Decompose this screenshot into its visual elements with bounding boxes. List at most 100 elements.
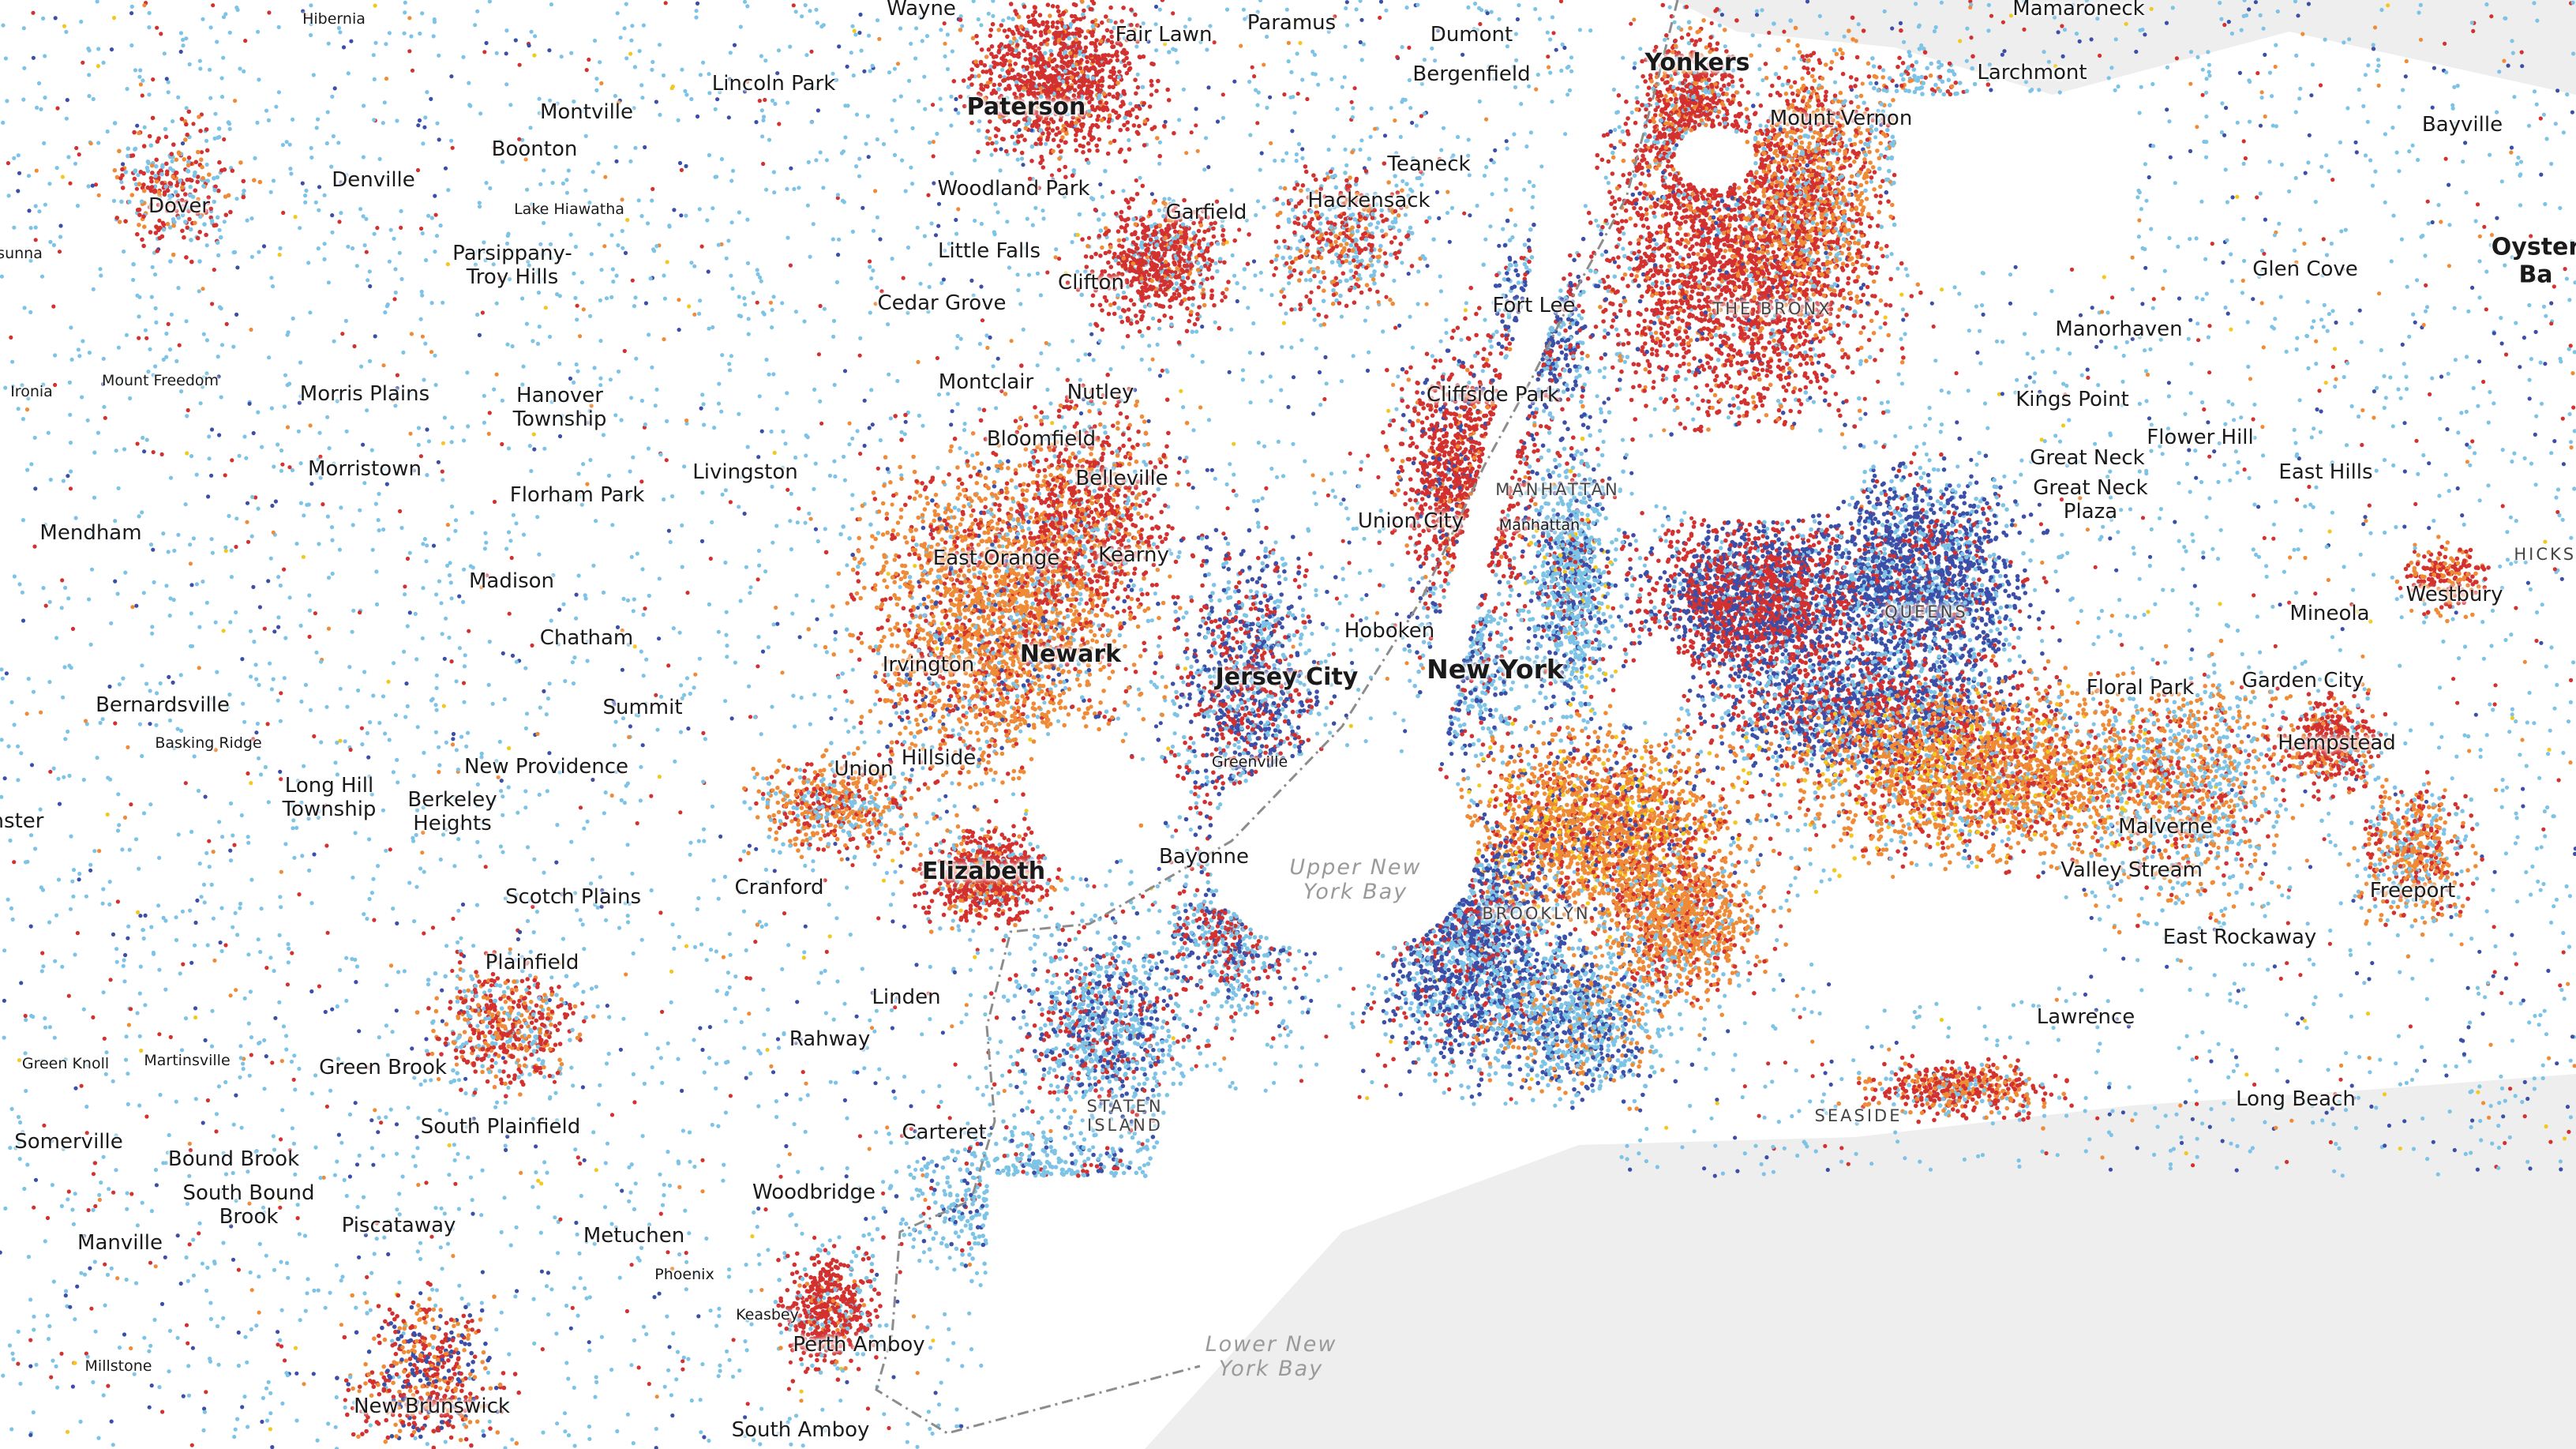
population-dot	[70, 879, 75, 884]
population-dot	[1338, 967, 1343, 971]
population-dot	[1723, 695, 1727, 700]
population-dot	[431, 34, 436, 39]
population-dot	[1369, 626, 1374, 631]
population-dot	[2527, 690, 2532, 695]
population-dot	[1879, 1044, 1884, 1049]
population-dot	[589, 404, 594, 408]
population-dot	[2188, 81, 2193, 86]
population-dot	[1735, 1169, 1740, 1173]
population-dot	[2150, 306, 2155, 310]
population-dot	[1232, 441, 1236, 446]
population-dot	[309, 1091, 314, 1096]
population-dot	[1919, 43, 1924, 48]
population-dot	[564, 178, 569, 182]
population-dot	[892, 152, 898, 157]
population-dot	[2449, 933, 2454, 937]
population-dot	[2239, 415, 2244, 420]
population-dot	[2383, 200, 2387, 205]
population-dot	[234, 544, 238, 550]
population-dot	[407, 16, 412, 21]
population-dot	[114, 947, 119, 952]
population-dot	[158, 1092, 163, 1098]
population-dot	[231, 1257, 236, 1262]
population-dot	[951, 728, 955, 733]
population-dot	[654, 693, 658, 697]
population-dot	[507, 745, 512, 751]
population-dot	[2454, 754, 2459, 759]
population-dot	[123, 570, 128, 575]
population-dot	[2112, 893, 2117, 898]
population-dot	[895, 62, 901, 66]
population-dot	[1029, 999, 1033, 1004]
population-dot	[6, 161, 10, 166]
population-dot	[1490, 192, 1494, 197]
population-dot	[692, 944, 698, 949]
population-dot	[16, 1114, 21, 1120]
population-dot	[255, 1189, 260, 1194]
population-dot	[316, 457, 321, 462]
population-dot	[1809, 962, 1814, 967]
population-dot	[2357, 87, 2361, 92]
population-dot	[1324, 625, 1329, 630]
population-dot	[126, 1072, 130, 1076]
population-dot	[531, 206, 535, 211]
population-dot	[101, 1393, 106, 1398]
population-dot	[588, 313, 593, 318]
population-dot	[184, 319, 189, 324]
population-dot	[96, 47, 101, 51]
population-dot	[68, 1304, 73, 1309]
population-dot	[290, 951, 294, 955]
population-dot	[846, 857, 850, 862]
population-dot	[2108, 469, 2113, 474]
population-dot	[2567, 894, 2572, 899]
population-dot	[338, 967, 343, 973]
population-dot	[24, 1088, 28, 1094]
population-dot	[368, 1423, 373, 1428]
population-dot	[1559, 1059, 1564, 1064]
population-dot	[1645, 358, 1650, 363]
population-dot	[2359, 340, 2364, 344]
population-dot	[2470, 285, 2475, 290]
population-dot	[412, 919, 417, 924]
population-dot	[813, 527, 818, 531]
population-dot	[2560, 517, 2565, 522]
population-dot	[77, 152, 81, 157]
population-dot	[2398, 1146, 2402, 1151]
population-dot	[1078, 411, 1084, 416]
population-dot	[204, 243, 209, 248]
population-dot	[2230, 1117, 2235, 1122]
population-dot	[677, 160, 683, 166]
population-dot	[1218, 802, 1223, 807]
population-dot	[546, 1271, 551, 1275]
population-dot	[605, 1004, 609, 1008]
population-dot	[1350, 614, 1355, 618]
population-dot	[583, 593, 587, 598]
population-dot	[1324, 381, 1329, 386]
population-dot	[2083, 1109, 2087, 1113]
population-dot	[499, 789, 504, 794]
population-dot	[381, 694, 386, 699]
population-dot	[415, 725, 420, 730]
population-dot	[887, 70, 892, 75]
population-dot	[157, 218, 162, 223]
population-dot	[1456, 782, 1460, 786]
population-dot	[1287, 281, 1292, 286]
population-dot	[2082, 888, 2087, 892]
population-dot	[598, 1083, 602, 1087]
population-dot	[561, 937, 566, 941]
population-dot	[1747, 221, 1752, 226]
population-dot	[794, 1222, 799, 1227]
population-dot	[1021, 163, 1026, 167]
population-dot	[2139, 896, 2144, 901]
population-dot	[643, 301, 649, 306]
population-dot	[1206, 714, 1211, 719]
population-dot	[2365, 119, 2370, 124]
population-dot	[2259, 268, 2265, 272]
population-dot	[1503, 1102, 1508, 1106]
population-dot	[1278, 302, 1283, 307]
population-dot	[32, 435, 37, 440]
population-dot	[1291, 441, 1295, 446]
population-dot	[381, 363, 386, 368]
